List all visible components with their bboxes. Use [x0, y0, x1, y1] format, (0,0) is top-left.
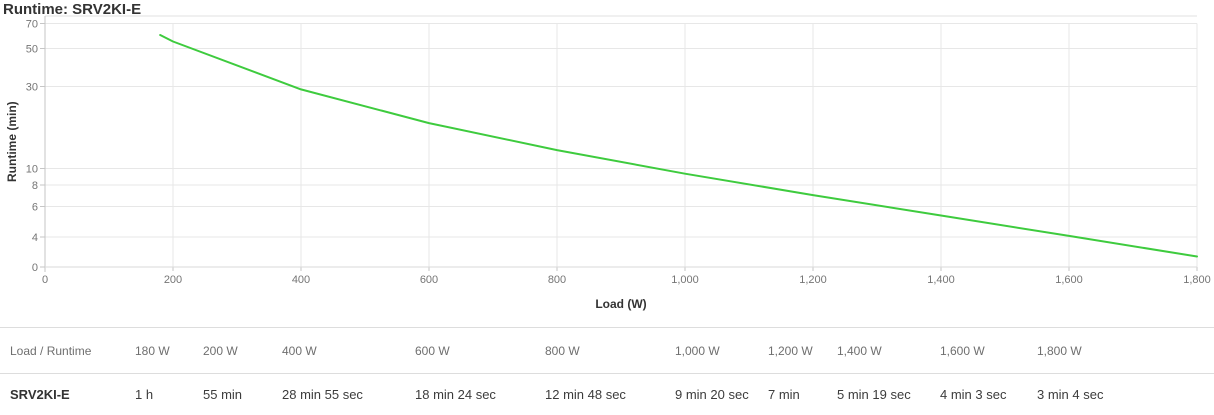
table-header-cell: 1,400 W: [827, 327, 930, 374]
x-tick-label: 0: [42, 274, 48, 286]
table-header-cell: 1,000 W: [665, 327, 758, 374]
x-axis-title: Load (W): [595, 297, 647, 311]
table-header-cell: 600 W: [405, 327, 535, 374]
table-header-load-runtime: Load / Runtime: [0, 327, 125, 374]
x-tick-label: 1,000: [671, 274, 699, 286]
table-header-cell: 1,600 W: [930, 327, 1027, 374]
table-cell: 12 min 48 sec: [545, 387, 626, 403]
x-tick-label: 800: [548, 274, 566, 286]
table-header-cell: 1,200 W: [758, 327, 827, 374]
runtime-chart-panel: Runtime: SRV2KI-E 70 50 30 10 8 6 4 0 0 200 400 600…: [3, 1, 1211, 311]
table-cell: 28 min 55 sec: [282, 387, 363, 403]
y-tick-label: 10: [26, 164, 38, 176]
table-cell: 7 min: [768, 387, 800, 403]
table-cell: 5 min 19 sec: [837, 387, 911, 403]
y-tick-label: 8: [32, 180, 38, 192]
table-header-cell: 1,800 W: [1027, 327, 1214, 374]
table-cell: 3 min 4 sec: [1037, 387, 1104, 403]
table-header-cell: 200 W: [193, 327, 272, 374]
y-tick-label: 30: [26, 82, 38, 94]
y-tick-label: 6: [32, 202, 38, 214]
table-row: SRV2KI-E 1 h 55 min 28 min 55 sec 18 min 24 …: [0, 374, 1214, 415]
x-tick-label: 1,200: [799, 274, 827, 286]
table-cell: 4 min 3 sec: [940, 387, 1007, 403]
x-tick-label: 600: [420, 274, 438, 286]
x-tick-label: 1,400: [927, 274, 955, 286]
runtime-series-line[interactable]: [159, 34, 1198, 258]
y-tick-label: 0: [32, 262, 38, 274]
y-axis-title: Runtime (min): [5, 101, 19, 182]
x-tick-label: 1,800: [1183, 274, 1211, 286]
table-cell: 1 h: [135, 387, 154, 403]
table-cell: 9 min 20 sec: [675, 387, 749, 403]
table-cell: 55 min: [203, 387, 243, 403]
table-body: SRV2KI-E 1 h 55 min 28 min 55 sec 18 min 24 …: [0, 374, 1214, 415]
x-tick-label: 1,600: [1055, 274, 1083, 286]
y-tick-label: 70: [26, 18, 38, 30]
table-header-cell: 800 W: [535, 327, 665, 374]
x-tick-label: 400: [292, 274, 310, 286]
chart-title: Runtime: SRV2KI-E: [3, 1, 142, 18]
x-tick-label: 200: [164, 274, 182, 286]
table-header-cell: 180 W: [125, 327, 193, 374]
table-row-label: SRV2KI-E: [10, 387, 70, 403]
table-header-cell: 400 W: [272, 327, 405, 374]
y-tick-label: 50: [26, 44, 38, 56]
y-tick-label: 4: [32, 232, 38, 244]
table-cell: 18 min 24 sec: [415, 387, 496, 403]
